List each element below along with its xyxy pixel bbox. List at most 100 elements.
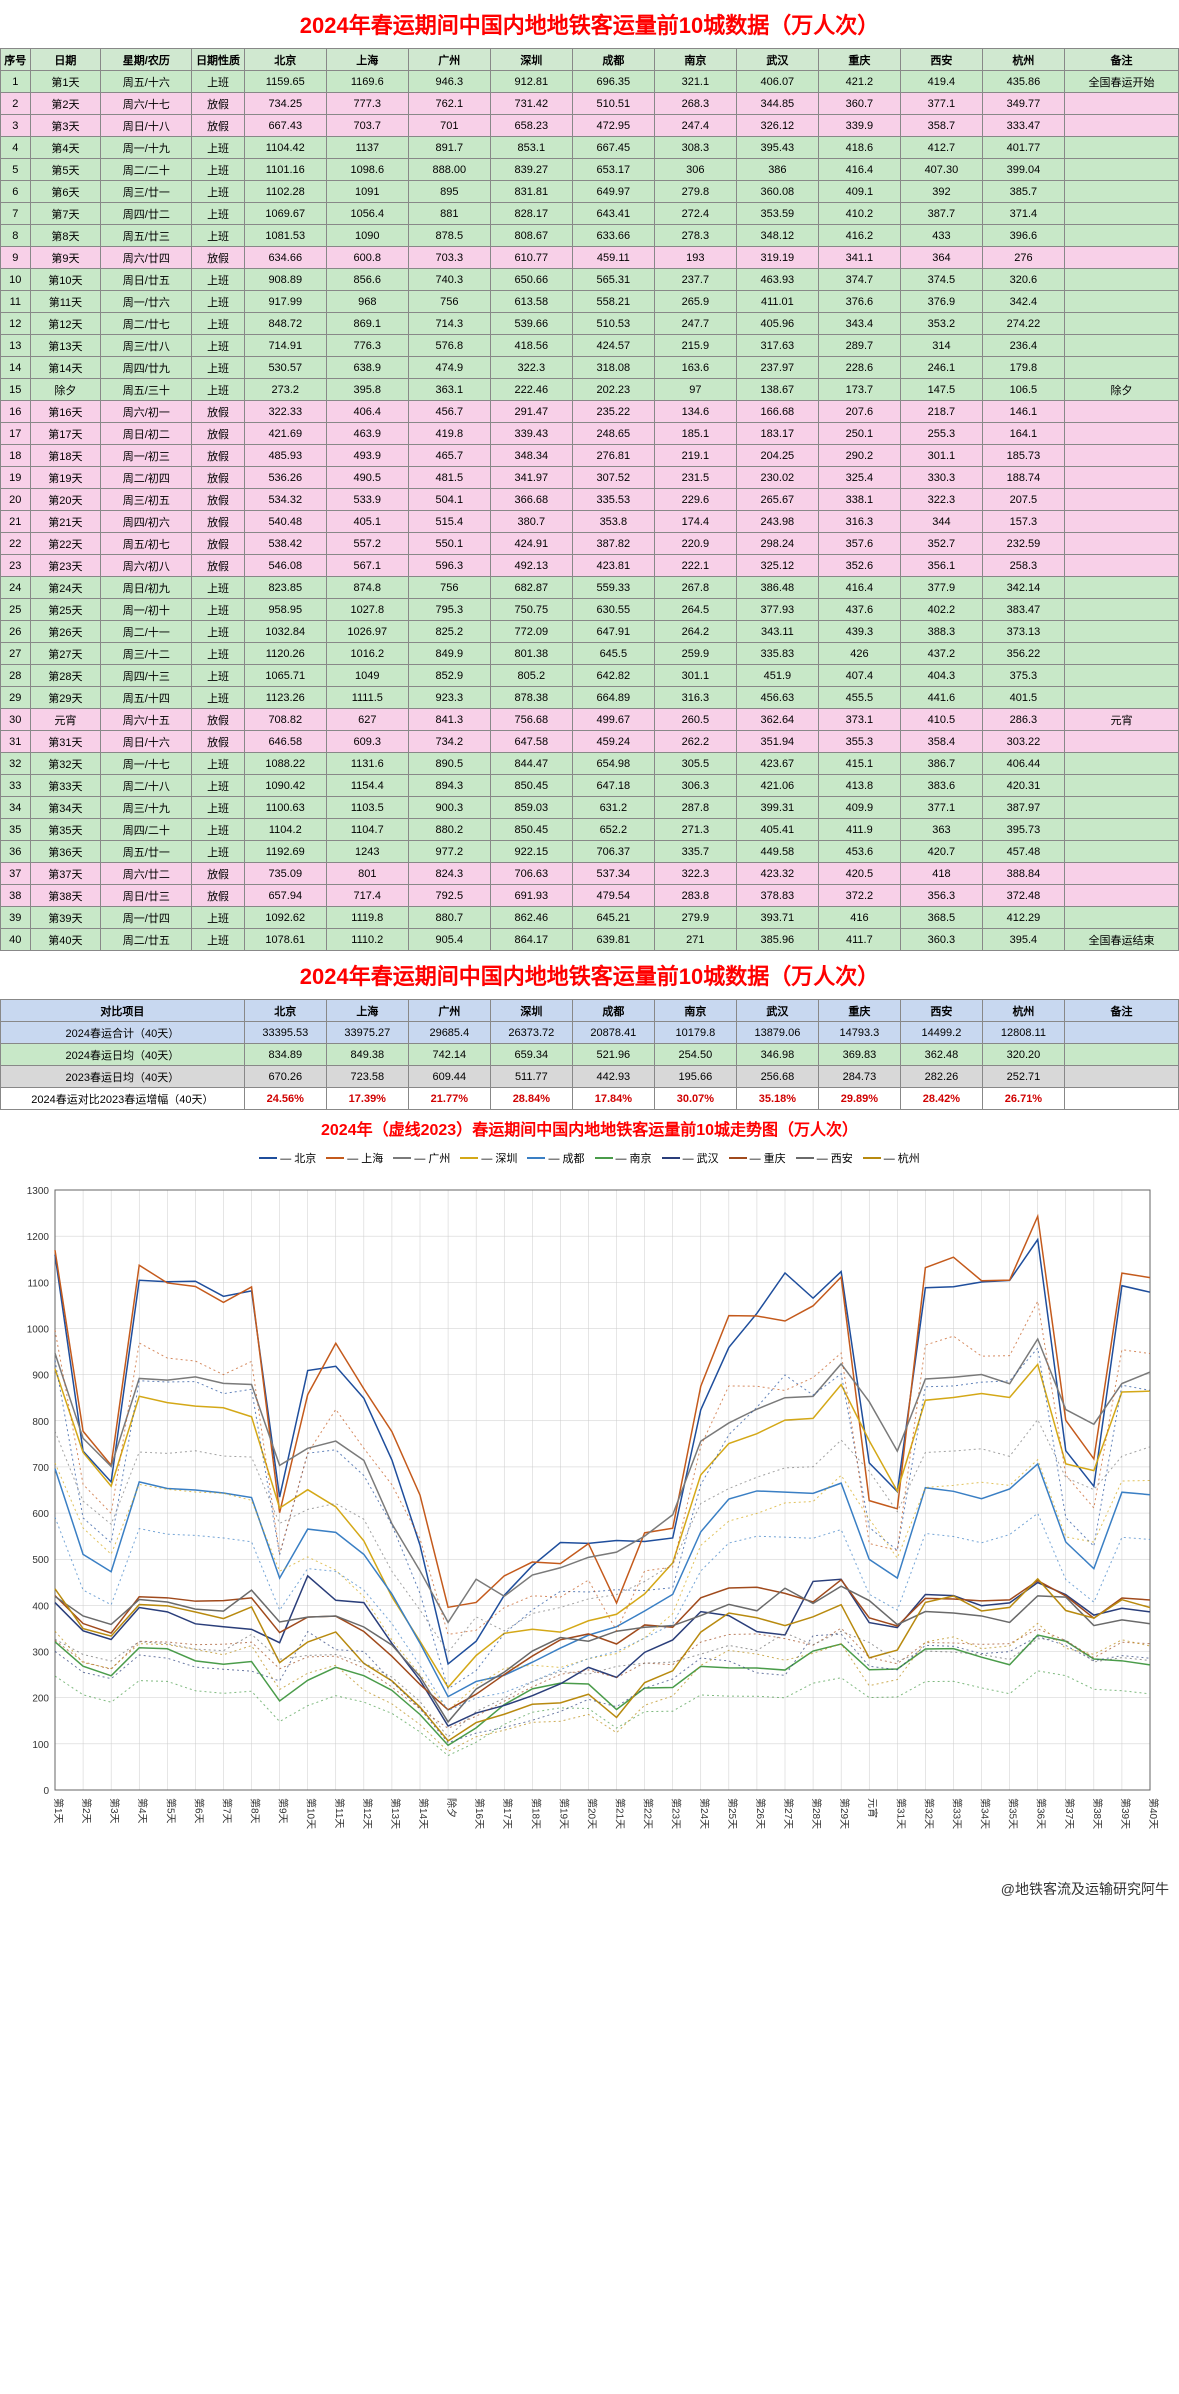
table-row: 26第26天周二/十一上班1032.841026.97825.2772.0964… — [1, 621, 1179, 643]
svg-text:第21天: 第21天 — [614, 1798, 627, 1829]
svg-text:第35天: 第35天 — [1007, 1798, 1020, 1829]
svg-text:0: 0 — [43, 1786, 49, 1797]
table-row: 24第24天周日/初九上班823.85874.8756682.87559.332… — [1, 577, 1179, 599]
svg-text:第12天: 第12天 — [361, 1798, 374, 1829]
table-row: 36第36天周五/廿一上班1192.691243977.2922.15706.3… — [1, 841, 1179, 863]
table-row: 1第1天周五/十六上班1159.651169.6946.3912.81696.3… — [1, 71, 1179, 93]
svg-text:1200: 1200 — [27, 1232, 50, 1243]
col-header: 成都 — [572, 49, 654, 71]
legend-item: — 杭州 — [863, 1150, 920, 1166]
svg-text:1100: 1100 — [27, 1278, 49, 1289]
table-row: 30元宵周六/十五放假708.82627841.3756.68499.67260… — [1, 709, 1179, 731]
svg-text:900: 900 — [32, 1371, 49, 1382]
svg-text:第28天: 第28天 — [810, 1798, 823, 1829]
col-header: 西安 — [900, 49, 982, 71]
svg-text:第14天: 第14天 — [417, 1798, 430, 1829]
svg-text:第5天: 第5天 — [164, 1798, 177, 1824]
table-row: 31第31天周日/十六放假646.58609.3734.2647.58459.2… — [1, 731, 1179, 753]
legend-item: — 成都 — [527, 1150, 584, 1166]
svg-text:第7天: 第7天 — [220, 1798, 233, 1824]
table-row: 37第37天周六/廿二放假735.09801824.3706.63537.343… — [1, 863, 1179, 885]
col-header: 广州 — [408, 1000, 490, 1022]
summary-row: 2024春运日均（40天）834.89849.38742.14659.34521… — [1, 1044, 1179, 1066]
table-row: 23第23天周六/初八放假546.08567.1596.3492.13423.8… — [1, 555, 1179, 577]
svg-text:600: 600 — [32, 1509, 49, 1520]
col-header: 深圳 — [490, 49, 572, 71]
main-title-2: 2024年春运期间中国内地地铁客运量前10城数据（万人次） — [0, 951, 1179, 999]
table-row: 40第40天周二/廿五上班1078.611110.2905.4864.17639… — [1, 929, 1179, 951]
col-header: 杭州 — [982, 49, 1064, 71]
svg-text:第33天: 第33天 — [950, 1798, 963, 1829]
table-row: 8第8天周五/廿三上班1081.531090878.5808.67633.662… — [1, 225, 1179, 247]
svg-text:500: 500 — [32, 1555, 49, 1566]
col-header: 北京 — [244, 1000, 326, 1022]
svg-text:700: 700 — [32, 1463, 49, 1474]
svg-text:300: 300 — [32, 1648, 49, 1659]
svg-text:第29天: 第29天 — [838, 1798, 851, 1829]
table-row: 21第21天周四/初六放假540.48405.1515.4380.7353.81… — [1, 511, 1179, 533]
svg-text:元宵: 元宵 — [866, 1798, 879, 1818]
table-row: 27第27天周三/十二上班1120.261016.2849.9801.38645… — [1, 643, 1179, 665]
table-row: 17第17天周日/初二放假421.69463.9419.8339.43248.6… — [1, 423, 1179, 445]
table-row: 25第25天周一/初十上班958.951027.8795.3750.75630.… — [1, 599, 1179, 621]
table-row: 20第20天周三/初五放假534.32533.9504.1366.68335.5… — [1, 489, 1179, 511]
col-header: 上海 — [326, 1000, 408, 1022]
svg-text:第25天: 第25天 — [726, 1798, 739, 1829]
svg-text:第22天: 第22天 — [642, 1798, 655, 1829]
table-row: 39第39天周一/廿四上班1092.621119.8880.7862.46645… — [1, 907, 1179, 929]
col-header: 西安 — [900, 1000, 982, 1022]
col-header: 重庆 — [818, 49, 900, 71]
col-header: 重庆 — [818, 1000, 900, 1022]
table-row: 9第9天周六/廿四放假634.66600.8703.3610.77459.111… — [1, 247, 1179, 269]
line-chart: 0100200300400500600700800900100011001200… — [0, 1170, 1179, 1873]
svg-text:第34天: 第34天 — [979, 1798, 992, 1829]
col-header: 广州 — [408, 49, 490, 71]
svg-text:第4天: 第4天 — [136, 1798, 149, 1824]
svg-text:第8天: 第8天 — [249, 1798, 262, 1824]
svg-text:1000: 1000 — [27, 1324, 50, 1335]
svg-text:第39天: 第39天 — [1119, 1798, 1132, 1829]
svg-text:第32天: 第32天 — [922, 1798, 935, 1829]
table-row: 33第33天周二/十八上班1090.421154.4894.3850.45647… — [1, 775, 1179, 797]
col-header: 南京 — [654, 49, 736, 71]
chart-title: 2024年（虚线2023）春运期间中国内地地铁客运量前10城走势图（万人次） — [0, 1110, 1179, 1146]
col-header: 南京 — [654, 1000, 736, 1022]
legend-item: — 北京 — [259, 1150, 316, 1166]
col-header: 日期 — [30, 49, 101, 71]
col-header: 日期性质 — [192, 49, 244, 71]
table-row: 3第3天周日/十八放假667.43703.7701658.23472.95247… — [1, 115, 1179, 137]
table-row: 32第32天周一/十七上班1088.221131.6890.5844.47654… — [1, 753, 1179, 775]
svg-text:第13天: 第13天 — [389, 1798, 402, 1829]
table-row: 16第16天周六/初一放假322.33406.4456.7291.47235.2… — [1, 401, 1179, 423]
svg-text:除夕: 除夕 — [445, 1798, 458, 1818]
table-row: 28第28天周四/十三上班1065.711049852.9805.2642.82… — [1, 665, 1179, 687]
svg-text:第10天: 第10天 — [305, 1798, 318, 1829]
svg-text:800: 800 — [32, 1417, 49, 1428]
legend-item: — 上海 — [326, 1150, 383, 1166]
svg-text:第37天: 第37天 — [1063, 1798, 1076, 1829]
col-header: 星期/农历 — [101, 49, 192, 71]
table-row: 22第22天周五/初七放假538.42557.2550.1424.91387.8… — [1, 533, 1179, 555]
data-table-summary: 对比项目北京上海广州深圳成都南京武汉重庆西安杭州备注 2024春运合计（40天）… — [0, 999, 1179, 1110]
svg-text:第38天: 第38天 — [1091, 1798, 1104, 1829]
table-row: 11第11天周一/廿六上班917.99968756613.58558.21265… — [1, 291, 1179, 313]
legend-item: — 西安 — [796, 1150, 853, 1166]
svg-text:第36天: 第36天 — [1035, 1798, 1048, 1829]
svg-text:1300: 1300 — [27, 1186, 50, 1197]
table-row: 19第19天周二/初四放假536.26490.5481.5341.97307.5… — [1, 467, 1179, 489]
legend-item: — 武汉 — [662, 1150, 719, 1166]
footer-credit: @地铁客流及运输研究阿牛 — [0, 1873, 1179, 1905]
col-header: 备注 — [1064, 1000, 1178, 1022]
svg-text:第40天: 第40天 — [1147, 1798, 1160, 1829]
table-row: 13第13天周三/廿八上班714.91776.3576.8418.56424.5… — [1, 335, 1179, 357]
chart-legend: — 北京— 上海— 广州— 深圳— 成都— 南京— 武汉— 重庆— 西安— 杭州 — [0, 1146, 1179, 1170]
table-row: 7第7天周四/廿二上班1069.671056.4881828.17643.412… — [1, 203, 1179, 225]
col-header: 武汉 — [736, 49, 818, 71]
svg-text:第31天: 第31天 — [894, 1798, 907, 1829]
table-row: 2第2天周六/十七放假734.25777.3762.1731.42510.512… — [1, 93, 1179, 115]
col-header: 武汉 — [736, 1000, 818, 1022]
data-table-main: 序号日期星期/农历日期性质北京上海广州深圳成都南京武汉重庆西安杭州备注 1第1天… — [0, 48, 1179, 951]
table-row: 6第6天周三/廿一上班1102.281091895831.81649.97279… — [1, 181, 1179, 203]
svg-text:第9天: 第9天 — [277, 1798, 290, 1824]
svg-text:第19天: 第19天 — [557, 1798, 570, 1829]
